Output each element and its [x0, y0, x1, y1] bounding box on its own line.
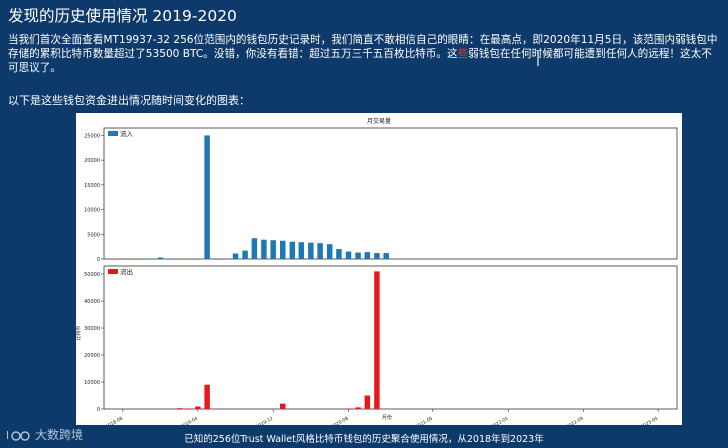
paragraph-text-end: 弱钱包在任何时候都可能遭到任何人的远程！这太不可思议了。: [8, 48, 712, 74]
outflow-ytick-label: 50000: [84, 272, 100, 278]
inflow-bar: [261, 239, 267, 259]
text-cursor-mark: 些: [457, 48, 469, 60]
inflow-bar: [138, 259, 145, 260]
inflow-ytick-label: 25000: [84, 133, 100, 139]
inflow-bar: [120, 259, 126, 260]
inflow-bar: [251, 238, 258, 259]
monthly-volume-chart: 月交易量 0 5000 10000 15000 20000 25000 流入 0 10000 200…: [75, 117, 678, 430]
inflow-ytick-label: 10000: [84, 208, 100, 214]
outflow-bar: [364, 395, 371, 409]
logo-icon: l: [6, 429, 30, 442]
outflow-ytick-label: 40000: [84, 299, 100, 305]
outflow-ytick-label: 0: [97, 407, 100, 413]
inflow-bar: [195, 259, 201, 260]
inflow-ytick-label: 15000: [84, 183, 100, 189]
logo-text: 大数跨境: [35, 428, 84, 442]
inflow-bar: [308, 242, 314, 259]
inflow-legend-swatch: [108, 131, 118, 136]
outflow-bar: [345, 408, 352, 410]
outflow-bar: [176, 408, 183, 409]
inflow-bar: [326, 244, 333, 259]
y-axis-label: 比特币: [76, 325, 82, 340]
chart-container: 月交易量 0 5000 10000 15000 20000 25000 流入 0 10000 200…: [75, 113, 682, 430]
inflow-bar: [204, 135, 210, 259]
inflow-bar: [213, 259, 220, 260]
inflow-bar: [176, 259, 183, 260]
paragraph-text: 当我们首次全面查看MT19937-32 256位范围内的钱包历史记录时，我们简直…: [8, 34, 718, 60]
inflow-ytick-label: 20000: [84, 158, 100, 164]
xtick-label: 2018-08: [105, 415, 124, 425]
outflow-ytick-label: 10000: [84, 380, 100, 386]
outflow-bar: [204, 384, 210, 409]
outflow-plot-frame: [103, 265, 678, 410]
inflow-ytick-label: 5000: [87, 232, 100, 238]
inflow-bar: [242, 250, 248, 259]
inflow-bar: [364, 252, 371, 259]
inflow-plot-frame: [103, 127, 678, 260]
xtick-label: 2021-05: [415, 415, 434, 425]
outflow-legend-label: 流出: [120, 267, 133, 276]
outflow-bar: [355, 407, 361, 409]
inflow-bar: [336, 249, 342, 259]
xtick-label: 2019-04: [180, 415, 199, 425]
inflow-bar: [129, 259, 136, 260]
x-axis-label: 月份: [382, 414, 392, 421]
inflow-bar: [383, 253, 389, 259]
inflow-bar: [355, 252, 361, 259]
chart-intro: 以下是这些钱包资金进出情况随时间变化的图表：: [8, 94, 250, 107]
outflow-bar: [280, 403, 286, 409]
xtick-label: 2022-09: [565, 415, 584, 425]
inflow-bar: [317, 243, 323, 259]
inflow-bar: [298, 242, 305, 259]
xtick-label: 2023-05: [640, 415, 659, 425]
inflow-bar: [110, 259, 117, 260]
inflow-bar: [148, 259, 154, 260]
outflow-bar: [185, 408, 192, 410]
chart-title: 月交易量: [367, 117, 391, 125]
page-title: 发现的历史使用情况 2019-2020: [8, 7, 237, 25]
text-cursor: [537, 50, 539, 66]
inflow-bar: [223, 259, 229, 260]
outflow-ytick-label: 20000: [84, 353, 100, 359]
inflow-bar: [157, 257, 164, 259]
xtick-label: 2019-12: [255, 415, 274, 425]
chart-caption: 已知的256位Trust Wallet风格比特币钱包的历史聚合使用情况，从201…: [184, 434, 544, 445]
inflow-bar: [345, 251, 352, 259]
inflow-bar: [289, 241, 296, 259]
outflow-legend-swatch: [108, 269, 118, 274]
brand-logo: l 大数跨境: [6, 426, 83, 443]
inflow-bar: [185, 259, 192, 260]
outflow-bar: [374, 271, 380, 409]
xtick-label: 2020-08: [330, 415, 349, 425]
inflow-legend-label: 流入: [120, 129, 134, 138]
xtick-label: 2022-01: [490, 415, 509, 425]
body-paragraph: 当我们首次全面查看MT19937-32 256位范围内的钱包历史记录时，我们简直…: [8, 33, 720, 75]
svg-text:l: l: [6, 429, 9, 442]
inflow-bar: [167, 259, 173, 260]
inflow-bar: [374, 253, 380, 259]
outflow-ytick-label: 30000: [84, 326, 100, 332]
outflow-bar: [195, 406, 201, 409]
inflow-bar: [270, 240, 276, 259]
inflow-ytick-label: 0: [97, 257, 100, 263]
inflow-bar: [280, 240, 286, 259]
inflow-bar: [232, 253, 239, 259]
